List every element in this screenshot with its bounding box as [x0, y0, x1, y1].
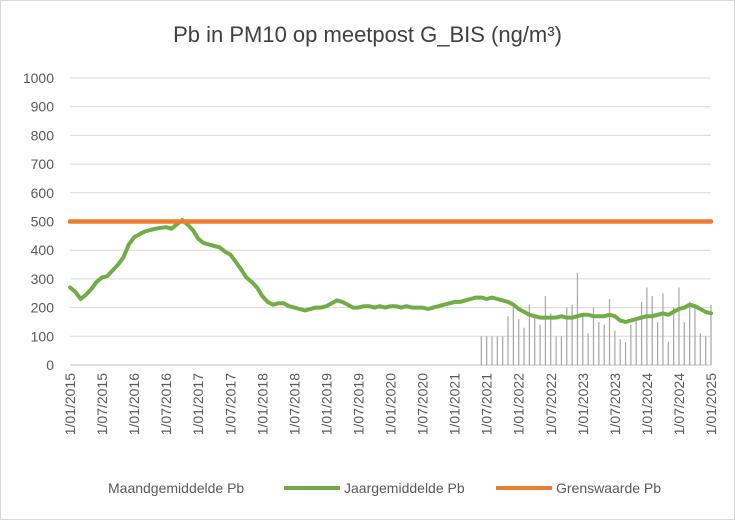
monthly-bar [710, 304, 712, 365]
monthly-bar [614, 330, 616, 365]
legend-label-yearly: Jaargemiddelde Pb [344, 480, 465, 496]
monthly-bar [491, 336, 493, 365]
x-tick-label: 1/01/2021 [447, 373, 463, 435]
monthly-bar [480, 336, 482, 365]
x-tick-label: 1/01/2019 [318, 373, 334, 435]
monthly-bar [694, 307, 696, 365]
y-tick-label: 800 [31, 127, 55, 143]
monthly-bar [534, 316, 536, 365]
monthly-bar [656, 321, 659, 365]
legend-item-monthly: Maandgemiddelde Pb [108, 480, 244, 496]
monthly-bar [635, 319, 637, 365]
legend-item-limit: Grenswaarde Pb [496, 480, 661, 496]
monthly-bar [624, 342, 627, 365]
legend-item-yearly: Jaargemiddelde Pb [284, 480, 465, 496]
y-tick-label: 600 [31, 185, 55, 201]
y-tick-label: 200 [31, 300, 55, 316]
y-tick-label: 100 [31, 328, 55, 344]
x-tick-label: 1/01/2024 [639, 373, 655, 435]
monthly-bar [619, 339, 621, 365]
x-tick-label: 1/07/2024 [671, 373, 687, 435]
y-tick-label: 1000 [23, 70, 54, 86]
x-tick-label: 1/01/2023 [575, 373, 591, 435]
x-tick-label: 1/01/2022 [511, 373, 527, 435]
x-tick-label: 1/07/2019 [350, 373, 366, 435]
monthly-bar [646, 287, 648, 365]
legend-label-monthly: Maandgemiddelde Pb [108, 480, 245, 496]
monthly-bar [512, 307, 514, 365]
monthly-bar [523, 327, 525, 365]
monthly-bar [550, 313, 552, 365]
y-tick-label: 500 [31, 214, 55, 230]
monthly-bar [651, 296, 653, 365]
monthly-bar [592, 307, 595, 365]
monthly-bar [662, 293, 664, 365]
legend-swatch-limit [496, 486, 552, 490]
x-tick-label: 1/01/2020 [383, 373, 399, 435]
monthly-bar [486, 336, 488, 365]
monthly-bar [667, 342, 669, 365]
yearly-average-line [68, 218, 713, 324]
monthly-bar [571, 304, 573, 365]
x-tick-label: 1/07/2018 [286, 373, 302, 435]
monthly-bar [582, 313, 584, 365]
x-tick-label: 1/07/2015 [94, 373, 110, 435]
monthly-bar [598, 321, 600, 365]
x-tick-label: 1/07/2020 [415, 373, 431, 435]
monthly-bar [566, 307, 568, 365]
monthly-bar [587, 333, 589, 365]
monthly-bar [689, 301, 691, 365]
y-tick-label: 700 [31, 156, 55, 172]
monthly-bar [678, 287, 680, 365]
monthly-bar [683, 321, 685, 365]
x-tick-label: 1/01/2018 [254, 373, 270, 435]
monthly-bar [608, 298, 611, 365]
chart-title: Pb in PM10 op meetpost G_BIS (ng/m³) [173, 22, 562, 47]
monthly-bar [640, 301, 643, 365]
monthly-bar [539, 324, 541, 365]
y-tick-label: 0 [46, 357, 54, 373]
monthly-bar [603, 324, 605, 365]
monthly-bar [502, 336, 504, 365]
x-tick-label: 1/07/2021 [479, 373, 495, 435]
monthly-bar [507, 316, 509, 365]
x-tick-label: 1/07/2016 [158, 373, 174, 435]
x-tick-label: 1/07/2017 [222, 373, 238, 435]
x-tick-label: 1/01/2017 [190, 373, 206, 435]
monthly-bar [496, 336, 498, 365]
x-tick-label: 1/07/2022 [543, 373, 559, 435]
monthly-bar [560, 336, 563, 365]
x-tick-label: 1/01/2015 [62, 373, 78, 435]
y-tick-label: 300 [31, 271, 55, 287]
monthly-bar [544, 296, 547, 365]
legend-label-limit: Grenswaarde Pb [556, 480, 662, 496]
y-tick-label: 900 [31, 99, 55, 115]
x-tick-label: 1/01/2025 [703, 373, 719, 435]
monthly-bar [555, 336, 557, 365]
monthly-bar [673, 307, 675, 365]
monthly-bar [705, 336, 707, 365]
x-tick-label: 1/01/2016 [126, 373, 142, 435]
monthly-bar [630, 324, 632, 365]
monthly-bar [699, 333, 701, 365]
monthly-bar [576, 273, 579, 365]
legend-swatch-yearly [284, 486, 340, 490]
monthly-bar [528, 304, 530, 365]
x-tick-label: 1/07/2023 [607, 373, 623, 435]
monthly-bar [518, 319, 520, 365]
y-tick-label: 400 [31, 242, 55, 258]
